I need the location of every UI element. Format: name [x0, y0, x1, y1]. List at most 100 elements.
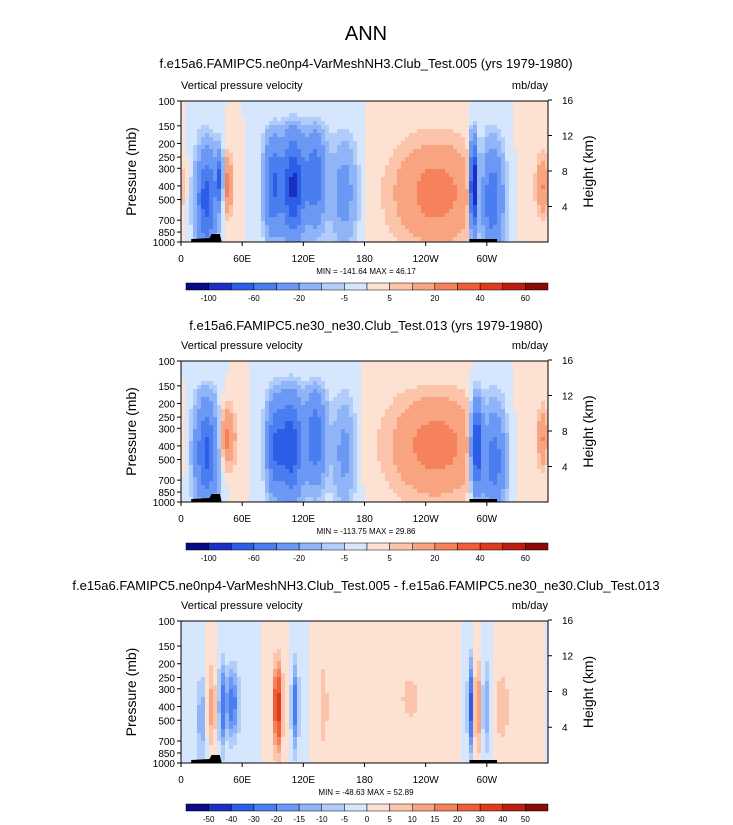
- colorbar: -50 -40 -30 -20 -15 -10 -5 0 5 10 15 20 30 40 50: [185, 803, 549, 824]
- colorbar-label: 20: [430, 554, 439, 563]
- height-tick-label: 8: [562, 427, 568, 438]
- colorbar-swatch: [434, 282, 458, 291]
- pressure-tick-label: 200: [158, 399, 175, 410]
- panel-3: f.e15a6.FAMIPC5.ne0np4-VarMeshNH3.Club_T…: [72, 578, 659, 824]
- panels: f.e15a6.FAMIPC5.ne0np4-VarMeshNH3.Club_T…: [72, 56, 659, 824]
- height-tick-label: 4: [562, 723, 568, 734]
- lon-tick-label: 120W: [413, 775, 440, 786]
- pressure-tick-label: 500: [158, 716, 175, 727]
- height-tick-label: 8: [562, 167, 568, 178]
- colorbar-label: -15: [293, 815, 305, 824]
- colorbar-swatch: [479, 803, 503, 812]
- pressure-tick-label: 500: [158, 456, 175, 467]
- colorbar-swatch: [366, 542, 390, 551]
- variable-label: Vertical pressure velocity: [181, 80, 303, 92]
- panel-title: f.e15a6.FAMIPC5.ne0np4-VarMeshNH3.Club_T…: [159, 56, 572, 71]
- min-max-stats: MIN = -113.75 MAX = 29.86: [316, 527, 416, 536]
- colorbar-label: -100: [201, 554, 218, 563]
- colorbar-label: -60: [248, 554, 260, 563]
- colorbar-label: 50: [521, 815, 530, 824]
- colorbar-swatch: [185, 542, 209, 551]
- colorbar-swatch: [457, 542, 481, 551]
- colorbar-swatch: [344, 542, 368, 551]
- colorbar-label: 5: [387, 815, 392, 824]
- colorbar-label: 15: [430, 815, 439, 824]
- height-tick-label: 12: [562, 392, 574, 403]
- pressure-axis-label: Pressure (mb): [123, 387, 139, 476]
- lon-tick-label: 120W: [413, 254, 440, 265]
- colorbar-swatch: [366, 282, 390, 291]
- colorbar-swatch: [276, 542, 300, 551]
- colorbar-label: 5: [387, 294, 392, 303]
- colorbar-label: -60: [248, 294, 260, 303]
- colorbar-swatch: [434, 542, 458, 551]
- colorbar-swatch: [298, 542, 322, 551]
- pressure-tick-label: 400: [158, 442, 175, 453]
- panel-title: f.e15a6.FAMIPC5.ne30_ne30.Club_Test.013 …: [189, 318, 542, 333]
- page-title: ANN: [345, 23, 387, 45]
- pressure-tick-label: 250: [158, 413, 175, 424]
- colorbar-label: -40: [225, 815, 237, 824]
- panel-title: f.e15a6.FAMIPC5.ne0np4-VarMeshNH3.Club_T…: [72, 578, 659, 593]
- units-label: mb/day: [512, 80, 549, 92]
- variable-label: Vertical pressure velocity: [181, 600, 303, 612]
- height-tick-label: 12: [562, 132, 574, 143]
- pressure-tick-label: 1000: [153, 498, 176, 509]
- lon-tick-label: 180: [356, 775, 373, 786]
- heatmap-field: [181, 101, 548, 242]
- colorbar-swatch: [298, 282, 322, 291]
- colorbar-swatch: [412, 282, 436, 291]
- colorbar: -100 -60 -20 -5 5 20 40 60: [185, 542, 549, 563]
- colorbar-swatch: [525, 542, 549, 551]
- colorbar-label: 20: [453, 815, 462, 824]
- pressure-tick-label: 200: [158, 139, 175, 150]
- pressure-tick-label: 250: [158, 674, 175, 685]
- colorbar-swatch: [231, 803, 255, 812]
- lon-tick-label: 180: [356, 254, 373, 265]
- lon-tick-label: 60E: [233, 514, 251, 525]
- height-tick-label: 16: [562, 616, 574, 627]
- height-tick-label: 4: [562, 203, 568, 214]
- pressure-tick-label: 850: [158, 488, 175, 499]
- colorbar-label: -50: [203, 815, 215, 824]
- terrain-africa: [191, 494, 222, 502]
- height-tick-label: 16: [562, 96, 574, 107]
- colorbar-swatch: [208, 542, 232, 551]
- pressure-tick-label: 300: [158, 164, 175, 175]
- lon-tick-label: 180: [356, 514, 373, 525]
- colorbar-swatch: [412, 542, 436, 551]
- colorbar-label: 40: [476, 554, 485, 563]
- colorbar-label: -5: [341, 554, 349, 563]
- colorbar-label: 60: [521, 554, 530, 563]
- colorbar-swatch: [231, 542, 255, 551]
- colorbar-swatch: [276, 803, 300, 812]
- heatmap-field: [181, 361, 548, 502]
- colorbar-swatch: [321, 542, 345, 551]
- lon-tick-label: 60E: [233, 254, 251, 265]
- lon-tick-label: 0: [178, 514, 184, 525]
- terrain-africa: [191, 755, 222, 763]
- colorbar-swatch: [298, 803, 322, 812]
- colorbar-label: 60: [521, 294, 530, 303]
- height-tick-label: 8: [562, 687, 568, 698]
- pressure-tick-label: 150: [158, 642, 175, 653]
- pressure-tick-label: 400: [158, 702, 175, 713]
- min-max-stats: MIN = -48.63 MAX = 52.89: [318, 788, 414, 797]
- colorbar-label: 0: [365, 815, 370, 824]
- pressure-tick-label: 300: [158, 685, 175, 696]
- pressure-tick-label: 150: [158, 122, 175, 133]
- colorbar-label: -30: [248, 815, 260, 824]
- lon-tick-label: 60E: [233, 775, 251, 786]
- height-tick-label: 16: [562, 356, 574, 367]
- lon-tick-label: 0: [178, 254, 184, 265]
- pressure-tick-label: 100: [158, 357, 175, 368]
- colorbar-label: 40: [476, 294, 485, 303]
- colorbar-swatch: [502, 803, 526, 812]
- pressure-tick-label: 200: [158, 660, 175, 671]
- units-label: mb/day: [512, 600, 549, 612]
- colorbar-label: -5: [341, 294, 349, 303]
- colorbar-swatch: [366, 803, 390, 812]
- lon-tick-label: 60W: [477, 254, 498, 265]
- colorbar-label: -5: [341, 815, 349, 824]
